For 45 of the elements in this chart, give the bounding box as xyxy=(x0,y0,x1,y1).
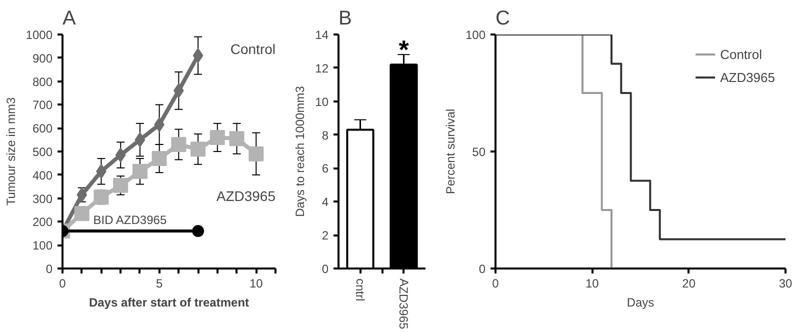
y-tick-label: 6 xyxy=(322,162,329,176)
annotation: * xyxy=(398,34,410,65)
y-tick-label: 0 xyxy=(478,262,486,276)
x-tick-label: 5 xyxy=(156,276,163,290)
y-tick-label: 10 xyxy=(315,94,329,109)
annotation: BID AZD3965 xyxy=(93,213,167,228)
y-tick-label: 50 xyxy=(472,145,486,159)
x-tick-label: 20 xyxy=(682,276,696,290)
x-axis-title: Days after start of treatment xyxy=(88,296,250,310)
y-tick-label: 500 xyxy=(32,145,53,159)
y-tick-label: 1000 xyxy=(26,28,53,42)
y-tick-label: 700 xyxy=(32,98,53,112)
y-tick-label: 14 xyxy=(315,28,329,42)
text: AZD3965 xyxy=(216,188,276,204)
y-tick-label: 400 xyxy=(32,168,53,182)
x-tick-label: 0 xyxy=(492,276,500,290)
x-axis-title: Days xyxy=(626,296,654,310)
legend-label: Control xyxy=(720,46,762,62)
y-tick-label: 0 xyxy=(322,262,329,276)
y-tick-label: 900 xyxy=(32,51,53,66)
x-tick-label: 10 xyxy=(249,276,264,290)
y-tick-label: 300 xyxy=(32,192,53,206)
x-tick-label: cntrl xyxy=(353,278,368,302)
x-tick-label: 0 xyxy=(59,276,66,290)
chart-title: A xyxy=(62,8,76,30)
x-tick-label: AZD3965 xyxy=(396,278,411,330)
chart-title: C xyxy=(496,8,510,30)
y-tick-label: 8 xyxy=(322,128,329,142)
series-label: Control xyxy=(230,41,276,58)
y-axis-title: Percent survival xyxy=(443,108,458,194)
y-tick-label: 2 xyxy=(322,228,329,243)
y-tick-label: 800 xyxy=(32,74,53,89)
x-tick-label: 30 xyxy=(778,276,792,290)
legend-label: AZD3965 xyxy=(720,70,775,84)
chart-title: B xyxy=(338,8,352,30)
y-axis-title: Days to reach 1000mm3 xyxy=(293,86,308,217)
x-tick-label: 10 xyxy=(585,276,600,290)
y-tick-label: 4 xyxy=(322,195,329,210)
y-tick-label: 200 xyxy=(32,215,53,230)
y-tick-label: 100 xyxy=(465,28,486,42)
y-tick-label: 100 xyxy=(32,238,53,253)
y-tick-label: 12 xyxy=(315,61,329,76)
y-tick-label: 0 xyxy=(46,262,53,276)
y-tick-label: 600 xyxy=(32,122,53,136)
y-axis-title: Tumour size in mm3 xyxy=(4,97,18,206)
